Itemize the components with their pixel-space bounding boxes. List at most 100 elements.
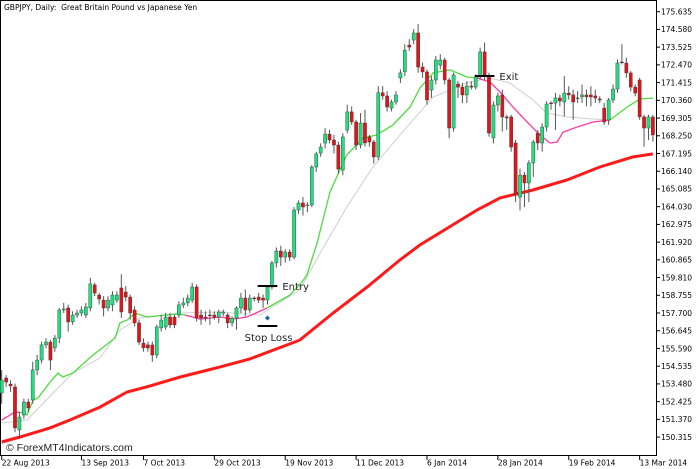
fast-moving-average-up-segment: [19, 312, 186, 416]
candle: [208, 309, 212, 325]
bearish-candle-body: [416, 32, 420, 68]
bearish-candle-body: [146, 344, 150, 349]
candle: [558, 94, 562, 107]
candle: [531, 139, 536, 177]
candle: [628, 71, 633, 92]
candle: [84, 302, 88, 319]
candle: [465, 81, 469, 104]
bearish-candle-body: [558, 97, 562, 102]
candle: [22, 398, 26, 419]
bullish-candle-body: [75, 312, 79, 316]
bullish-candle-body: [562, 92, 567, 103]
candle: [469, 81, 474, 90]
bearish-candle-body: [225, 314, 230, 324]
bearish-candle-body: [354, 121, 358, 146]
bullish-candle-body: [296, 202, 301, 211]
candle: [8, 380, 13, 392]
bearish-candle-body: [261, 297, 265, 301]
bearish-candle-body: [203, 316, 208, 319]
bearish-candle-body: [509, 116, 513, 148]
bullish-candle-body: [314, 153, 319, 168]
candle: [566, 86, 571, 100]
bearish-candle-body: [199, 314, 203, 319]
bullish-candle-body: [323, 133, 327, 144]
bullish-candle-body: [491, 104, 496, 139]
x-tick-label: 6 Jan 2014: [427, 459, 467, 468]
bearish-candle-body: [97, 294, 101, 300]
bullish-candle-body: [434, 59, 438, 81]
bullish-candle-body: [376, 92, 381, 158]
bullish-candle-body: [389, 101, 394, 109]
bullish-candle-body: [544, 103, 549, 128]
candle: [593, 89, 598, 104]
entry-label: Entry: [282, 282, 309, 293]
candle: [199, 309, 203, 325]
bullish-candle-body: [615, 62, 620, 90]
candle: [270, 260, 274, 290]
bullish-candle-body: [473, 76, 478, 88]
candle: [301, 197, 305, 216]
bearish-candle-body: [513, 142, 518, 196]
y-tick-label: 162.975: [661, 220, 692, 229]
bearish-candle-body: [522, 174, 527, 184]
y-tick-label: 160.865: [661, 256, 692, 265]
candle: [163, 313, 168, 330]
bearish-candle-body: [172, 316, 177, 326]
bullish-candle-body: [345, 111, 350, 131]
candle: [278, 245, 283, 266]
bullish-candle-body: [70, 314, 75, 323]
candle: [181, 297, 186, 308]
bullish-candle-body: [310, 166, 314, 206]
candle: [327, 129, 332, 144]
y-tick-label: 154.535: [661, 362, 692, 371]
bullish-candle-body: [611, 88, 615, 101]
bearish-candle-body: [651, 116, 655, 136]
bearish-candle-body: [584, 94, 589, 98]
candle: [323, 128, 327, 149]
bullish-candle-body: [154, 326, 159, 356]
candle: [562, 76, 567, 117]
candle: [473, 74, 478, 90]
candle: [190, 282, 194, 303]
bearish-candle-body: [487, 76, 491, 134]
candle: [137, 319, 141, 345]
candle: [128, 294, 132, 320]
candle: [230, 316, 234, 327]
bullish-candle-body: [177, 304, 181, 316]
candle: [624, 57, 629, 78]
y-tick-label: 156.645: [661, 327, 692, 336]
candle: [79, 306, 84, 317]
candle: [247, 294, 252, 314]
candle: [385, 91, 389, 112]
y-tick-label: 166.140: [661, 167, 692, 176]
candle: [115, 291, 119, 303]
y-tick-label: 170.360: [661, 96, 692, 105]
candle: [434, 55, 438, 85]
candle: [234, 306, 239, 330]
candle: [185, 294, 190, 307]
candle: [367, 134, 372, 147]
bullish-candle-body: [39, 344, 44, 361]
bullish-candle-body: [646, 116, 651, 129]
x-tick-label: 28 Jan 2014: [498, 459, 543, 468]
bullish-candle-body: [106, 299, 110, 309]
candle: [407, 39, 412, 51]
candle: [535, 129, 540, 151]
candle: [442, 57, 447, 85]
candle: [651, 114, 655, 142]
candle: [487, 72, 491, 137]
candle: [203, 311, 208, 322]
bearish-candle-body: [628, 72, 633, 88]
candle: [363, 109, 367, 147]
y-tick-label: 164.030: [661, 202, 692, 211]
candle: [336, 141, 341, 174]
bearish-candle-body: [119, 287, 124, 313]
fast-moving-average-up-segment: [266, 69, 478, 309]
bullish-candle-body: [115, 294, 119, 301]
bearish-candle-body: [208, 314, 212, 317]
candle: [349, 106, 354, 125]
candle: [544, 101, 549, 132]
bullish-candle-body: [398, 72, 403, 79]
bullish-candle-body: [292, 209, 296, 258]
candle: [358, 113, 363, 149]
